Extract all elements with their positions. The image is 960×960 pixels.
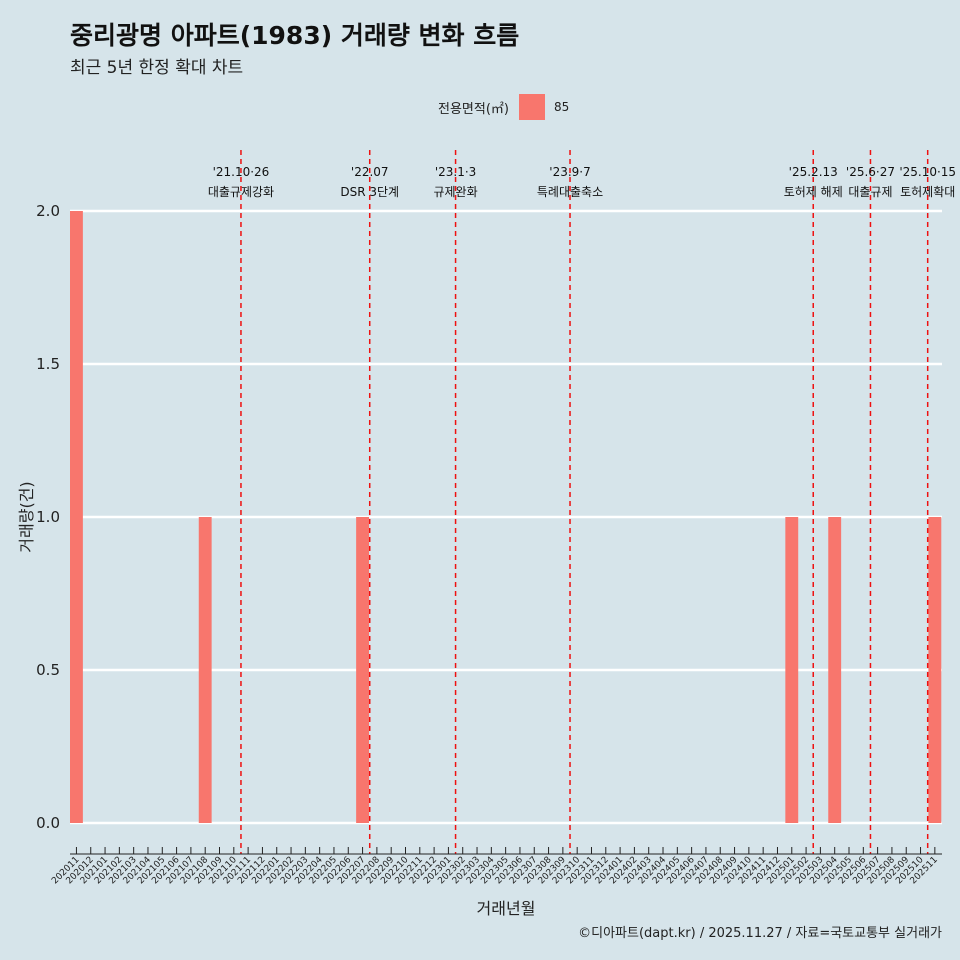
y-axis-title: 거래량(건) (17, 481, 36, 552)
legend-title: 전용면적(㎡) (438, 101, 509, 117)
y-tick-label: 2.0 (36, 202, 60, 220)
y-tick-label: 0.5 (36, 661, 60, 679)
bar (70, 211, 83, 823)
event-date-label: '25.2.13 (789, 165, 838, 179)
event-name-label: 토허제 해제 (784, 185, 843, 199)
event-date-label: '23.9·7 (549, 165, 590, 179)
y-tick-label: 0.0 (36, 814, 60, 832)
event-date-label: '22.07 (351, 165, 389, 179)
bar (928, 517, 942, 823)
x-axis-title: 거래년월 (477, 899, 536, 918)
event-name-label: 특례대출축소 (537, 185, 603, 199)
source-caption: ©디아파트(dapt.kr) / 2025.11.27 / 자료=국토교통부 실… (578, 926, 942, 941)
chart-title: 중리광명 아파트(1983) 거래량 변화 흐름 (70, 21, 520, 50)
event-name-label: 규제완화 (433, 185, 477, 199)
event-name-label: 대출규제 (848, 185, 892, 199)
bar (356, 517, 370, 823)
event-date-label: '25.6·27 (846, 165, 895, 179)
event-date-label: '25.10·15 (899, 165, 956, 179)
y-tick-label: 1.5 (36, 355, 60, 373)
event-name-label: DSR 3단계 (340, 185, 399, 199)
bar (785, 517, 799, 823)
legend-key-swatch (518, 94, 545, 120)
event-date-label: '23.1·3 (435, 165, 476, 179)
chart-subtitle: 최근 5년 한정 확대 차트 (70, 58, 244, 78)
legend: 전용면적(㎡) 85 (438, 94, 569, 120)
event-date-label: '21.10·26 (213, 165, 270, 179)
y-tick-label: 1.0 (36, 508, 60, 526)
bar (198, 517, 212, 823)
legend-item-label: 85 (553, 100, 570, 114)
event-name-label: 토허제확대 (900, 185, 955, 199)
bar (828, 517, 842, 823)
event-name-label: 대출규제강화 (208, 185, 274, 199)
